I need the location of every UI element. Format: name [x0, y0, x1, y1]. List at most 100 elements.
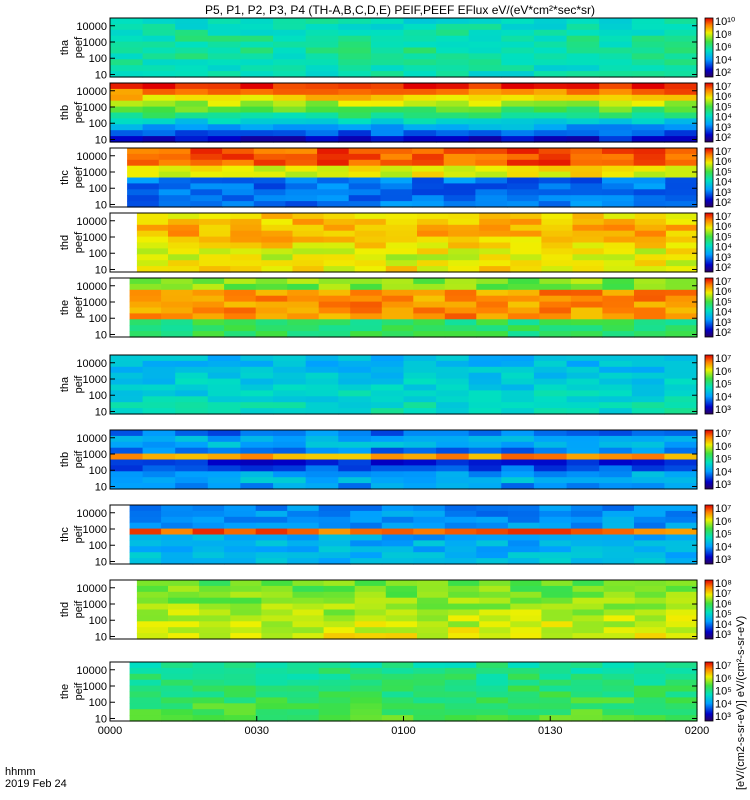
spectrogram-cell [192, 667, 225, 675]
spectrogram-cell [566, 366, 600, 374]
spectrogram-cell [501, 106, 535, 114]
spectrogram-cell [381, 516, 414, 524]
spectrogram-cell [175, 94, 209, 102]
spectrogram-cell [199, 218, 231, 226]
spectrogram-cell [436, 435, 470, 443]
spectrogram-cell [136, 591, 169, 599]
spectrogram-cell [602, 679, 635, 687]
spectrogram-cell [479, 621, 511, 628]
spectrogram-cell [436, 483, 470, 490]
spectrogram-cell [475, 201, 508, 208]
spectrogram-cell [168, 597, 200, 605]
spectrogram-cell [354, 213, 387, 220]
spectrogram-cell [507, 510, 540, 518]
spectrogram-cell [566, 396, 600, 403]
spectrogram-cell [240, 41, 274, 49]
spectrogram-cell [317, 201, 350, 208]
spectrogram-cell [110, 130, 144, 137]
spectrogram-cell [224, 715, 257, 722]
spectrogram-cell [381, 667, 414, 675]
spectrogram-cell [323, 597, 356, 605]
spectrogram-cell [292, 591, 325, 599]
colorbar-tick-label: 10⁵ [715, 454, 732, 466]
spectrogram-cell [468, 29, 502, 37]
spectrogram-cell [444, 516, 477, 524]
spectrogram-cell [273, 384, 307, 391]
spectrogram-cell [507, 307, 540, 314]
colorbar-tick-label: 10⁷ [715, 660, 731, 672]
spectrogram-cell [199, 627, 231, 634]
spectrogram-cell [631, 435, 665, 443]
colorbar-tick-label: 10⁵ [715, 609, 732, 621]
spectrogram-cell [207, 112, 241, 119]
spectrogram-cell [292, 621, 325, 628]
spectrogram-cell [240, 396, 274, 403]
spectrogram-cell [664, 94, 698, 102]
spectrogram-cell [136, 248, 169, 255]
spectrogram-cell [285, 159, 318, 167]
spectrogram-cell [507, 505, 540, 512]
spectrogram-cell [436, 441, 470, 449]
spectrogram-cell [570, 189, 603, 196]
spectrogram-cell [664, 23, 698, 31]
spectrogram-cell [370, 435, 405, 443]
spectrogram-cell [142, 447, 176, 455]
panel-frame [109, 504, 698, 565]
spectrogram-cell [413, 546, 446, 553]
spectrogram-cell [129, 505, 162, 512]
spectrogram-cell [507, 153, 540, 161]
spectrogram-cell [541, 248, 574, 255]
spectrogram-cell [533, 47, 568, 54]
spectrogram-cell [261, 254, 294, 261]
spectrogram-cell [599, 88, 633, 96]
spectrogram-cell [603, 230, 636, 238]
spectrogram-cell [436, 35, 470, 43]
spectrogram-cell [665, 242, 698, 249]
spectrogram-cell [539, 552, 572, 559]
spectrogram-cell [370, 384, 405, 391]
spectrogram-cell [207, 53, 241, 60]
spectrogram-cell [224, 283, 257, 291]
spectrogram-cell [127, 153, 160, 161]
spectrogram-cell [168, 615, 200, 622]
spectrogram-cell [533, 453, 568, 461]
spectrogram-cell [224, 510, 257, 518]
spectrogram-cell [444, 331, 477, 338]
spectrogram-cell [507, 522, 540, 530]
spectrogram-cell [240, 408, 274, 415]
spectrogram-cell [380, 165, 413, 173]
spectrogram-cell [317, 159, 350, 167]
spectrogram-cell [142, 136, 176, 143]
ytick-label: 10000 [76, 358, 107, 370]
spectrogram-cell [476, 283, 509, 291]
colorbar-tick-label: 10² [715, 262, 731, 274]
spectrogram-cell [318, 307, 351, 314]
spectrogram-cell [305, 471, 339, 478]
colorbar-tick-label: 10⁷ [715, 146, 731, 158]
spectrogram-cell [436, 459, 470, 466]
spectrogram-cell [224, 667, 257, 675]
spectrogram-cell [292, 597, 325, 605]
spectrogram-cell [566, 94, 600, 102]
spectrogram-cell [570, 505, 603, 512]
spectrogram-cell [533, 483, 568, 490]
spectrogram-cell [230, 609, 262, 616]
spectrogram-cell [338, 372, 372, 380]
spectrogram-cell [161, 685, 194, 693]
spectrogram-cell [566, 35, 600, 43]
spectrogram-cell [539, 662, 572, 669]
spectrogram-cell [230, 621, 262, 628]
spectrogram-cell [541, 580, 574, 587]
spectrogram-cell [110, 136, 144, 143]
spectrogram-cell [192, 301, 225, 309]
spectrogram-cell [207, 23, 241, 31]
spectrogram-cell [207, 435, 241, 443]
spectrogram-cell [665, 218, 698, 226]
spectrogram-cell [599, 384, 633, 391]
spectrogram-cell [631, 83, 665, 90]
spectrogram-cell [348, 183, 381, 190]
spectrogram-cell [634, 585, 667, 593]
spectrogram-cell [158, 177, 192, 184]
spectrogram-cell [602, 171, 635, 179]
spectrogram-cell [255, 662, 288, 669]
